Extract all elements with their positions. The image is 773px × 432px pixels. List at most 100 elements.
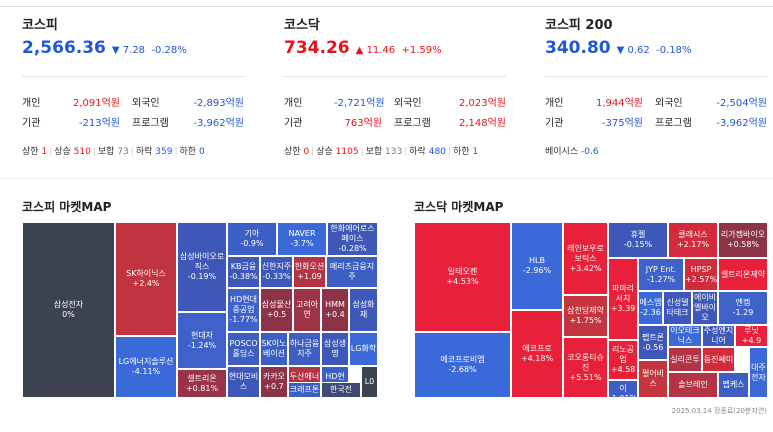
treemap-tile[interactable]: HD현대중공업 -1.77% [227,288,260,332]
treemap-tile[interactable]: L0 [361,366,378,398]
treemap-tile[interactable]: 보로노이-1.01% [608,380,638,398]
tile-name: 실리콘투 [670,354,700,364]
treemap-tile[interactable]: 이오테크닉스 [668,325,702,347]
basis-stat: 베이시스 -0.6 [545,144,599,157]
treemap-tile[interactable]: 에이비엘바이오 [692,291,718,325]
investor-label: 프로그램 [394,118,431,129]
treemap-tile[interactable]: 레인보우로보틱스 +3.42% [563,222,608,295]
treemap-tile[interactable]: SK이노베이션 [260,332,288,366]
treemap-tile[interactable]: HMM +0.4 [321,288,349,332]
treemap-tile[interactable]: 삼성생명 [321,332,349,366]
tile-name: 삼성전자 [53,300,84,309]
treemap-tile[interactable]: 펩케스 [718,372,749,398]
treemap-tile[interactable]: 에코프로비엠 -2.68% [414,332,511,398]
index-name[interactable]: 코스피 200 [545,18,613,33]
treemap-tile[interactable]: 에코프로 +4.18% [511,310,563,398]
treemap-tile[interactable]: 카카오 +0.7 [260,366,288,398]
treemap-tile[interactable]: LG화학 [349,332,378,366]
tile-name: 펄어비스 [641,369,665,388]
treemap-tile[interactable]: 한화에어로스페이스 -0.28% [327,222,378,256]
tile-rate: -1.29 [732,308,754,317]
treemap-tile[interactable]: 삼성물산 +0.5 [260,288,293,332]
tile-rate: -2.68% [448,365,477,374]
tile-rate: +1.09 [297,272,322,281]
stat-separator: | [130,147,134,157]
treemap-tile[interactable]: 한국전 [321,382,361,398]
tile-rate: -3.7% [290,239,314,248]
treemap-tile[interactable]: 현대차 -1.24% [177,312,227,369]
tile-rate: +0.58% [726,240,760,249]
treemap-tile[interactable]: 한화오션 +1.09 [293,256,326,288]
treemap-tile[interactable]: 엔켐 -1.29 [718,291,768,325]
treemap-tile[interactable]: 실리콘투 [668,347,702,372]
treemap-tile[interactable]: 휴젤 -0.15% [608,222,668,258]
treemap-tile[interactable]: 메리츠금융지주 [326,256,378,288]
treemap-tile[interactable]: 셀트리온제약 [718,258,768,291]
change-arrow-icon: ▼ [111,45,120,56]
treemap-tile[interactable]: 주성엔지니어 [702,325,735,347]
stat-separator: | [92,147,96,157]
treemap-tile[interactable]: SK하이닉스 +2.4% [115,222,177,336]
tile-rate: -4.11% [131,367,161,376]
tile-name: LG화학 [350,344,377,353]
stat-label: 하락 [409,147,426,157]
index-value: 2,566.36 [22,38,106,58]
treemap-tile[interactable]: 하나금융지주 [288,332,321,366]
treemap-tile[interactable]: 코오롱티슈진 +5.51% [563,337,608,398]
treemap-tile[interactable]: 클래시스 +2.17% [668,222,718,258]
treemap-tile[interactable]: 루닛 +4.9 [735,325,768,347]
index-value-line: 340.80 ▼ 0.62 -0.18% [545,38,692,58]
stat-label: 상한 [284,147,301,157]
treemap-tile[interactable]: 기아 -0.9% [227,222,277,256]
index-name[interactable]: 코스닥 [284,18,320,33]
treemap-tile[interactable]: HPSP +2.57% [684,258,718,291]
stat-separator: | [174,147,178,157]
treemap-tile[interactable]: 파마리서치 +3.39 [608,258,638,340]
treemap-tile[interactable]: 고려아연 [293,288,321,332]
treemap-tile[interactable]: 솔브레인 [668,372,718,398]
treemap-tile[interactable]: POSCO홀딩스 [227,332,260,366]
index-change: ▼ 7.28 -0.28% [112,45,187,56]
tile-name: 삼성화재 [352,300,375,319]
treemap-tile[interactable]: KB금융 -0.38% [227,256,260,288]
tile-rate: +4.53% [446,277,479,286]
treemap-tile[interactable]: 삼성바이오로직스 -0.19% [177,222,227,312]
kospi-panel: 코스피 2,566.36 ▼ 7.28 -0.28% 개인 2,091억원 외국인 -2,8… [22,6,252,166]
tile-name: 카카오 [262,372,286,381]
treemap-tile[interactable]: 대주전자 [749,347,768,398]
treemap-tile[interactable]: 에스엠 -2.36 [638,291,663,325]
treemap-tile[interactable]: 리가켐바이오 +0.58% [718,222,768,258]
treemap-tile[interactable]: 현대모비스 [227,366,260,398]
tile-rate: +3.42% [569,263,602,273]
treemap-tile[interactable]: LG에너지솔루션 -4.11% [115,336,177,398]
treemap-tile[interactable]: 펩트론 -0.56 [638,325,668,360]
tile-name: 펩트론 [641,332,665,342]
tile-name: 에스엠 [639,298,662,307]
index-name[interactable]: 코스피 [22,18,58,33]
treemap-tile[interactable]: JYP Ent. -1.27% [638,258,684,291]
treemap-tile[interactable]: 삼성전자 0% [22,222,115,398]
treemap-tile[interactable]: 리노공업 +4.58 [608,340,638,380]
treemap-tile[interactable]: 셀트리온 +0.81% [177,369,227,398]
kosdaq-treemap: 알테오젠 +4.53% 에코프로비엠 -2.68% HLB -2.96% 에코프로 +4.18… [414,222,768,398]
tile-name: 셀트리온 [187,373,217,383]
stat-separator: | [49,147,53,157]
treemap-tile[interactable]: 동진쎄미 [702,347,735,372]
treemap-tile[interactable]: 크래프톤 [288,382,321,398]
investor-value: 2,091억원 [72,98,120,109]
treemap-tile[interactable]: 알테오젠 +4.53% [414,222,511,332]
index-change: ▲ 11.46 +1.59% [356,45,442,56]
basis-label: 베이시스 [545,147,579,157]
tile-name: 이오테크닉스 [670,326,700,345]
treemap-tile[interactable]: 펄어비스 [638,360,668,398]
change-amount: 0.62 [627,45,650,56]
investor-row: 기관 763억원 프로그램 2,148억원 [284,114,506,129]
treemap-tile[interactable]: 삼성화재 [349,288,378,332]
treemap-tile[interactable]: HLB -2.96% [511,222,563,310]
treemap-tile[interactable]: NAVER -3.7% [277,222,327,256]
treemap-tile[interactable]: 신성델타테크 [663,291,692,325]
tile-name: HLB [529,256,545,265]
treemap-tile[interactable]: 삼천당제약 +1.75% [563,295,608,337]
treemap-tile[interactable]: 신한지주 -0.33% [260,256,293,288]
basis-value: -0.6 [581,147,599,157]
